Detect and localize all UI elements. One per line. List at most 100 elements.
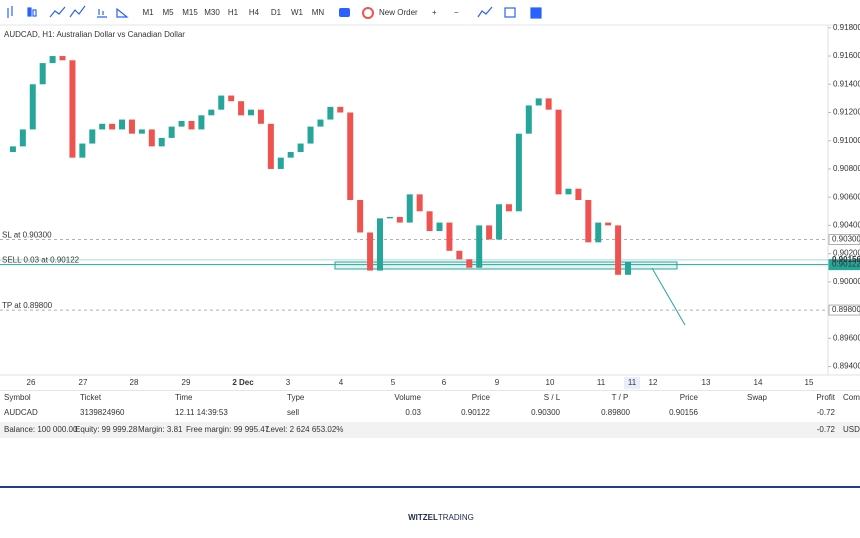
candle-body (9, 146, 16, 153)
price-badge (828, 304, 860, 316)
candle-body (119, 119, 126, 130)
new-order[interactable]: New Order (379, 8, 418, 17)
price-badge-label: 0.90122 (832, 260, 860, 269)
candle-body (307, 126, 314, 144)
candle-body (565, 188, 572, 195)
candle-body (426, 211, 433, 232)
x-tick-label: 10 (546, 378, 555, 387)
column-header: Time (175, 393, 193, 402)
y-tick-label: 0.91400 (833, 79, 860, 88)
candle-body (367, 232, 374, 271)
bars-icon[interactable] (97, 9, 107, 18)
candle-body (168, 126, 175, 138)
x-tick-label: 4 (339, 378, 344, 387)
candle-body (148, 129, 155, 147)
cell: 0.90156 (669, 408, 698, 417)
price-line-label: TP at 0.89800 (2, 301, 53, 310)
candle-body (89, 129, 96, 144)
candle-body (29, 84, 36, 130)
area-icon[interactable] (69, 5, 86, 18)
timeframe[interactable]: H4 (249, 8, 260, 17)
candle-body (386, 216, 393, 219)
calendar-icon[interactable] (504, 7, 516, 18)
zone-rectangle[interactable] (334, 261, 678, 270)
price-badge (828, 259, 860, 271)
cell: 0.03 (405, 408, 421, 417)
candle-body (505, 204, 512, 212)
account-field: Equity: 99 999.28 (75, 425, 138, 434)
timeframe[interactable]: MN (312, 8, 325, 17)
candle-body (406, 194, 413, 223)
timeframe[interactable]: H1 (228, 8, 239, 17)
timeframe[interactable]: W1 (291, 8, 304, 17)
cell: 12.11 14:39:53 (175, 408, 228, 417)
x-tick-label: 13 (702, 378, 711, 387)
y-tick-label: 0.91800 (833, 23, 860, 32)
candle-body (545, 98, 552, 110)
bar-icon[interactable] (7, 6, 13, 18)
brand: WITZELTRADING (408, 513, 474, 522)
candle-body (49, 56, 56, 64)
x-tick-label: 9 (495, 378, 500, 387)
cell: AUDCAD (4, 408, 38, 417)
candle-icon[interactable] (27, 7, 32, 17)
candle-icon[interactable] (32, 9, 37, 17)
candle-body (59, 56, 66, 61)
account-currency: USD (843, 425, 860, 434)
price-line-label: SELL 0.03 at 0.90122 (2, 256, 80, 265)
candle-body (109, 123, 116, 130)
candle-body (347, 112, 354, 200)
account-field: Margin: 3.81 (138, 425, 183, 434)
x-tick-label: 2 Dec (232, 378, 254, 387)
candle-body (396, 216, 403, 223)
candle-body (277, 157, 284, 169)
y-tick-label: 0.91200 (833, 108, 860, 117)
column-header: Price (472, 393, 491, 402)
toolbar-icons (7, 5, 542, 19)
timeframe[interactable]: D1 (271, 8, 282, 17)
candle-body (317, 119, 324, 127)
x-tick-label: 26 (27, 378, 36, 387)
candle-body (555, 109, 562, 195)
candle-body (188, 120, 195, 130)
notes-icon[interactable] (530, 7, 542, 19)
chart-icon[interactable] (339, 8, 350, 17)
candle-body (267, 123, 274, 169)
cell: 0.89800 (601, 408, 630, 417)
brand-light: TRADING (438, 513, 474, 522)
candle-body (605, 222, 612, 226)
candle-body (595, 222, 602, 243)
timeframe[interactable]: M1 (142, 8, 154, 17)
x-tick-label: 14 (754, 378, 763, 387)
candle-body (376, 218, 383, 271)
candle-body (585, 200, 592, 243)
line-icon[interactable] (49, 6, 66, 18)
candle-body (535, 98, 542, 106)
indicator-icon[interactable] (477, 6, 493, 18)
baseline-icon[interactable] (116, 7, 129, 18)
timeframe[interactable]: M15 (182, 8, 198, 17)
cell: 0.90300 (531, 408, 560, 417)
candle-body (198, 115, 205, 130)
candle-body (79, 143, 86, 158)
candle-body (496, 204, 503, 240)
candle-body (39, 63, 46, 85)
last-price-label: 0.90156 (832, 255, 860, 264)
price-badge-label: 0.90300 (832, 235, 860, 244)
zoom-out[interactable]: − (454, 8, 459, 17)
column-header: Type (287, 393, 305, 402)
candle-body (19, 129, 26, 147)
timeframe[interactable]: M30 (204, 8, 220, 17)
trend-arrow[interactable] (651, 267, 686, 326)
candle-body (456, 250, 463, 260)
brand-bold: WITZEL (408, 513, 438, 522)
footer-line (0, 486, 860, 488)
column-header: Symbol (4, 393, 31, 402)
price-badge (828, 234, 860, 246)
order-icon[interactable] (362, 7, 374, 19)
x-tick-label: 3 (286, 378, 291, 387)
zoom-in[interactable]: + (432, 8, 437, 17)
account-profit: -0.72 (817, 425, 836, 434)
timeframe[interactable]: M5 (162, 8, 174, 17)
